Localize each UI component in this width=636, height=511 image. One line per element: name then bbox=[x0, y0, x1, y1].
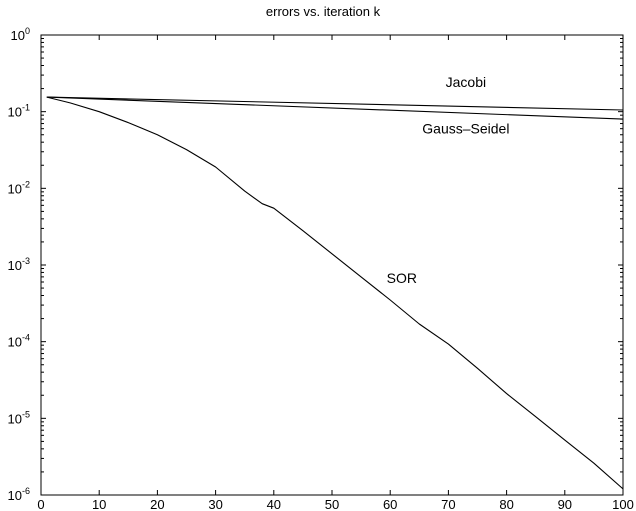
x-tick-label: 90 bbox=[558, 497, 572, 511]
y-tick-label: 10-2 bbox=[8, 179, 30, 196]
series-annotations: Jacobi Gauss–Seidel SOR bbox=[387, 74, 510, 286]
x-tick-label: 40 bbox=[267, 497, 281, 511]
jacobi-label: Jacobi bbox=[446, 74, 486, 90]
y-tick-label: 10-3 bbox=[8, 256, 30, 273]
x-tick-label: 10 bbox=[92, 497, 106, 511]
y-tick-label: 10-5 bbox=[8, 409, 30, 426]
gauss-seidel-line bbox=[46, 96, 624, 120]
sor-line bbox=[46, 96, 624, 490]
series-lines bbox=[46, 96, 624, 490]
x-tick-label: 20 bbox=[150, 497, 164, 511]
x-axis: 0 10 20 30 40 50 60 70 80 90 100 bbox=[37, 35, 634, 511]
x-tick-label: 50 bbox=[325, 497, 339, 511]
y-tick-label: 10-1 bbox=[8, 103, 30, 120]
y-axis: 10-6 10-5 10-4 10-3 10-2 10-1 100 bbox=[8, 26, 623, 503]
gauss-seidel-label: Gauss–Seidel bbox=[422, 120, 509, 136]
sor-label: SOR bbox=[387, 270, 417, 286]
chart-title: errors vs. iteration k bbox=[266, 4, 381, 19]
y-tick-label: 10-4 bbox=[8, 333, 30, 350]
x-tick-label: 80 bbox=[499, 497, 513, 511]
x-tick-label: 70 bbox=[441, 497, 455, 511]
x-tick-label: 100 bbox=[612, 497, 634, 511]
y-tick-label: 100 bbox=[11, 26, 30, 43]
y-tick-label: 10-6 bbox=[8, 486, 30, 503]
x-tick-label: 30 bbox=[208, 497, 222, 511]
x-tick-label: 60 bbox=[383, 497, 397, 511]
x-tick-label: 0 bbox=[37, 497, 44, 511]
jacobi-line bbox=[46, 96, 624, 111]
